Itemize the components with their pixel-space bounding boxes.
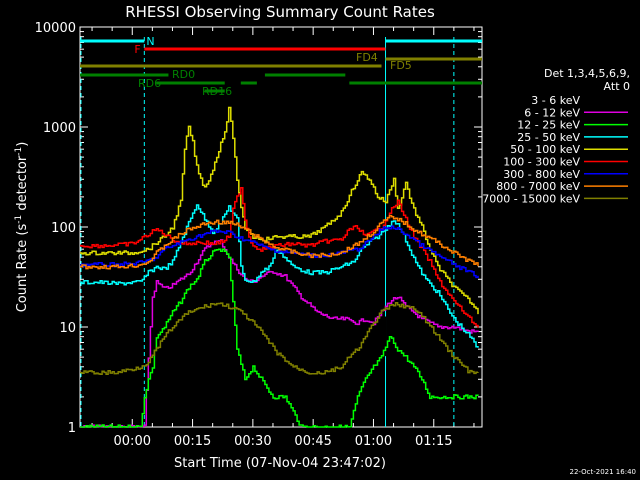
vertical-markers — [80, 37, 455, 427]
x-tick-label: 00:00 — [114, 434, 151, 449]
legend-label: 50 - 100 keV — [510, 143, 580, 156]
x-axis: 00:00 00:15 00:30 00:45 01:00 01:15 — [91, 27, 475, 449]
y-tick-label: 1000 — [43, 121, 76, 136]
y-label-sup1: -1 — [14, 215, 24, 224]
legend-header-1: Det 1,3,4,5,6,9, — [544, 67, 630, 80]
series-line — [80, 204, 479, 348]
series-line — [80, 248, 479, 428]
x-tick-label: 01:15 — [415, 434, 452, 449]
state-label: FD4 — [356, 51, 378, 64]
series-line — [80, 106, 479, 315]
series-lines — [80, 106, 479, 428]
series-line — [80, 302, 479, 376]
legend-label: 12 - 25 keV — [517, 119, 580, 132]
y-tick-label: 1 — [68, 421, 76, 436]
state-label: RD6 — [138, 77, 161, 90]
x-tick-label: 00:45 — [294, 434, 331, 449]
state-label: RD16 — [202, 85, 232, 98]
legend-header-2: Att 0 — [604, 80, 630, 93]
y-label-end: ) — [15, 142, 30, 147]
legend-label: 800 - 7000 keV — [496, 180, 580, 193]
legend-label: 6 - 12 keV — [524, 106, 580, 119]
x-tick-label: 00:30 — [234, 434, 271, 449]
x-axis-label: Start Time (07-Nov-04 23:47:02) — [174, 456, 386, 471]
series-line — [80, 214, 479, 270]
y-label-main: Count Rate (s — [15, 224, 30, 313]
chart-title: RHESSI Observing Summary Count Rates — [125, 3, 435, 21]
y-tick-label: 10 — [59, 321, 76, 336]
y-label-mid: detector — [15, 155, 30, 215]
legend-label: 25 - 50 keV — [517, 131, 580, 144]
y-axis-label: Count Rate (s-1 detector-1) — [14, 142, 30, 313]
state-label: F — [134, 43, 140, 56]
series-line — [80, 265, 479, 382]
timestamp: 22-Oct-2021 16:40 — [570, 468, 636, 476]
x-tick-label: 00:15 — [174, 434, 211, 449]
state-label: N — [146, 35, 154, 48]
legend-label: 3 - 6 keV — [531, 94, 580, 107]
series-line — [80, 225, 479, 279]
legend-label: 100 - 300 keV — [503, 156, 580, 169]
x-tick-label: 01:00 — [355, 434, 392, 449]
legend-label: 300 - 800 keV — [503, 168, 580, 181]
state-label: RD0 — [172, 68, 195, 81]
y-label-sup2: -1 — [14, 147, 24, 156]
series-line — [80, 187, 479, 328]
state-bars: NF FD4 FD5 RD6 RD0 RD16 — [80, 35, 482, 98]
y-tick-label: 10000 — [35, 21, 76, 36]
legend-label: 7000 - 15000 keV — [482, 192, 580, 205]
state-label: FD5 — [390, 59, 412, 72]
y-tick-label: 100 — [51, 221, 76, 236]
